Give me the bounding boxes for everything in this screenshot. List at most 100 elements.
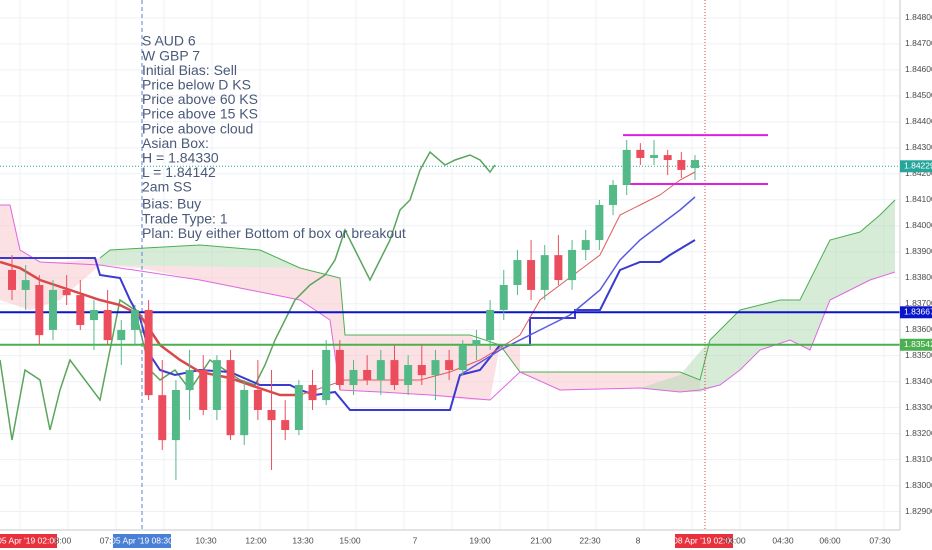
y-tick-label: 1.84400 xyxy=(905,116,932,126)
y-tick-label: 1.83100 xyxy=(905,454,932,464)
annotation-line: Plan: Buy either Bottom of box or breako… xyxy=(142,225,406,241)
x-tick-label: 10:30 xyxy=(195,535,217,545)
x-tick-label: 08 Apr '19 02:00 xyxy=(673,535,735,545)
candle-body xyxy=(349,369,358,386)
x-tick-label: 21:00 xyxy=(530,535,552,545)
price-label-box xyxy=(900,338,932,351)
x-tick-label: 06:00 xyxy=(819,535,841,545)
price-label: 1.83667 xyxy=(904,307,932,317)
candle-body xyxy=(568,249,577,281)
annotation-line: Price below D KS xyxy=(142,77,251,93)
candle-body xyxy=(472,340,481,346)
axis-labels: 1.84800 1.84700 1.84600 1.84500 1.84400 1.843… xyxy=(0,12,932,548)
y-tick-label: 1.83900 xyxy=(905,246,932,256)
candle-body xyxy=(540,255,549,290)
candle-body xyxy=(445,360,454,370)
cloud-bearish xyxy=(0,205,700,400)
x-tick-label: 8:00 xyxy=(55,535,72,545)
candle-body xyxy=(308,385,317,401)
x-tick-label: 05 Apr '19 02:00 xyxy=(0,535,59,545)
y-tick-label: 1.84000 xyxy=(905,220,932,230)
annotation-line: Price above 15 KS xyxy=(142,106,258,122)
time-label-box xyxy=(0,534,57,548)
candle-body xyxy=(609,184,618,205)
y-tick-label: 1.83000 xyxy=(905,480,932,490)
annotation-line: Price above cloud xyxy=(142,120,253,136)
y-tick-label: 1.83400 xyxy=(905,376,932,386)
candle-body xyxy=(158,395,167,441)
candle-body xyxy=(281,420,290,430)
candle-body xyxy=(8,269,16,290)
annotation-line: H = 1.84330 xyxy=(142,150,219,166)
candle-body xyxy=(199,369,208,410)
base-line xyxy=(0,239,696,411)
x-tick-label: 07:3 xyxy=(100,535,117,545)
price-axis xyxy=(900,0,932,550)
x-tick-label: 13:30 xyxy=(292,535,314,545)
candle-body xyxy=(691,160,699,169)
cloud-bullish xyxy=(640,200,895,392)
x-tick-label: 07:30 xyxy=(869,535,891,545)
y-tick-label: 1.84500 xyxy=(905,90,932,100)
x-tick-label: 15:00 xyxy=(339,535,361,545)
cloud-bullish xyxy=(100,245,300,268)
candle-body xyxy=(513,260,522,286)
span-a xyxy=(99,199,896,381)
x-tick-label: 7 xyxy=(413,535,418,545)
y-tick-label: 1.83200 xyxy=(905,428,932,438)
y-tick-label: 1.84300 xyxy=(905,142,932,152)
y-tick-label: 1.83300 xyxy=(905,402,932,412)
price-label: 1.84229 xyxy=(904,161,932,171)
candle-body xyxy=(35,285,44,336)
candle-body xyxy=(417,365,426,376)
candle-body xyxy=(376,360,385,381)
time-label-box xyxy=(675,534,733,548)
annotation-line: Asian Box: xyxy=(142,135,209,151)
annotation-line: W GBP 7 xyxy=(142,47,200,63)
candle-body xyxy=(527,260,536,290)
y-tick-label: 1.83500 xyxy=(905,350,932,360)
candle-body xyxy=(89,309,98,321)
candle-body xyxy=(404,365,413,386)
candle-body xyxy=(322,349,331,401)
y-tick-label: 1.84600 xyxy=(905,64,932,74)
x-tick-label: 12:00 xyxy=(245,535,267,545)
x-tick-label: 22:30 xyxy=(579,535,601,545)
y-tick-label: 1.84700 xyxy=(905,38,932,48)
annotation-line: Bias: Buy xyxy=(142,196,201,212)
candle-body xyxy=(677,160,686,170)
candle-body xyxy=(48,289,57,330)
x-tick-label: 05 Apr '19 08:30 xyxy=(111,535,173,545)
candle-body xyxy=(335,349,344,386)
candle-body xyxy=(554,255,563,281)
x-tick-label: 04:30 xyxy=(772,535,794,545)
candle-body xyxy=(622,149,631,185)
candle-body xyxy=(212,360,221,410)
candle-body xyxy=(294,385,303,430)
candle-body xyxy=(663,155,672,161)
annotation-line: Trade Type: 1 xyxy=(142,210,228,226)
candle-body xyxy=(21,280,30,290)
x-tick-label: 03:00 xyxy=(724,535,746,545)
candle-body xyxy=(144,309,153,396)
annotation-line: L = 1.84142 xyxy=(142,164,216,180)
candle-body xyxy=(363,369,372,381)
y-tick-label: 1.84100 xyxy=(905,194,932,204)
candle-body xyxy=(171,389,180,441)
lagging-line xyxy=(0,150,496,441)
candle-body xyxy=(431,360,440,376)
candle-body xyxy=(581,240,590,250)
candle-body xyxy=(76,295,85,326)
candle-body xyxy=(253,389,262,410)
candle-body xyxy=(499,285,508,310)
y-tick-label: 1.83600 xyxy=(905,324,932,334)
candle-body xyxy=(267,409,276,421)
price-label: 1.83542 xyxy=(904,339,932,349)
candle-body xyxy=(486,309,495,341)
x-tick-label: 8 xyxy=(636,535,641,545)
annotation-line: S AUD 6 xyxy=(142,33,196,49)
y-tick-label: 1.83700 xyxy=(905,298,932,308)
